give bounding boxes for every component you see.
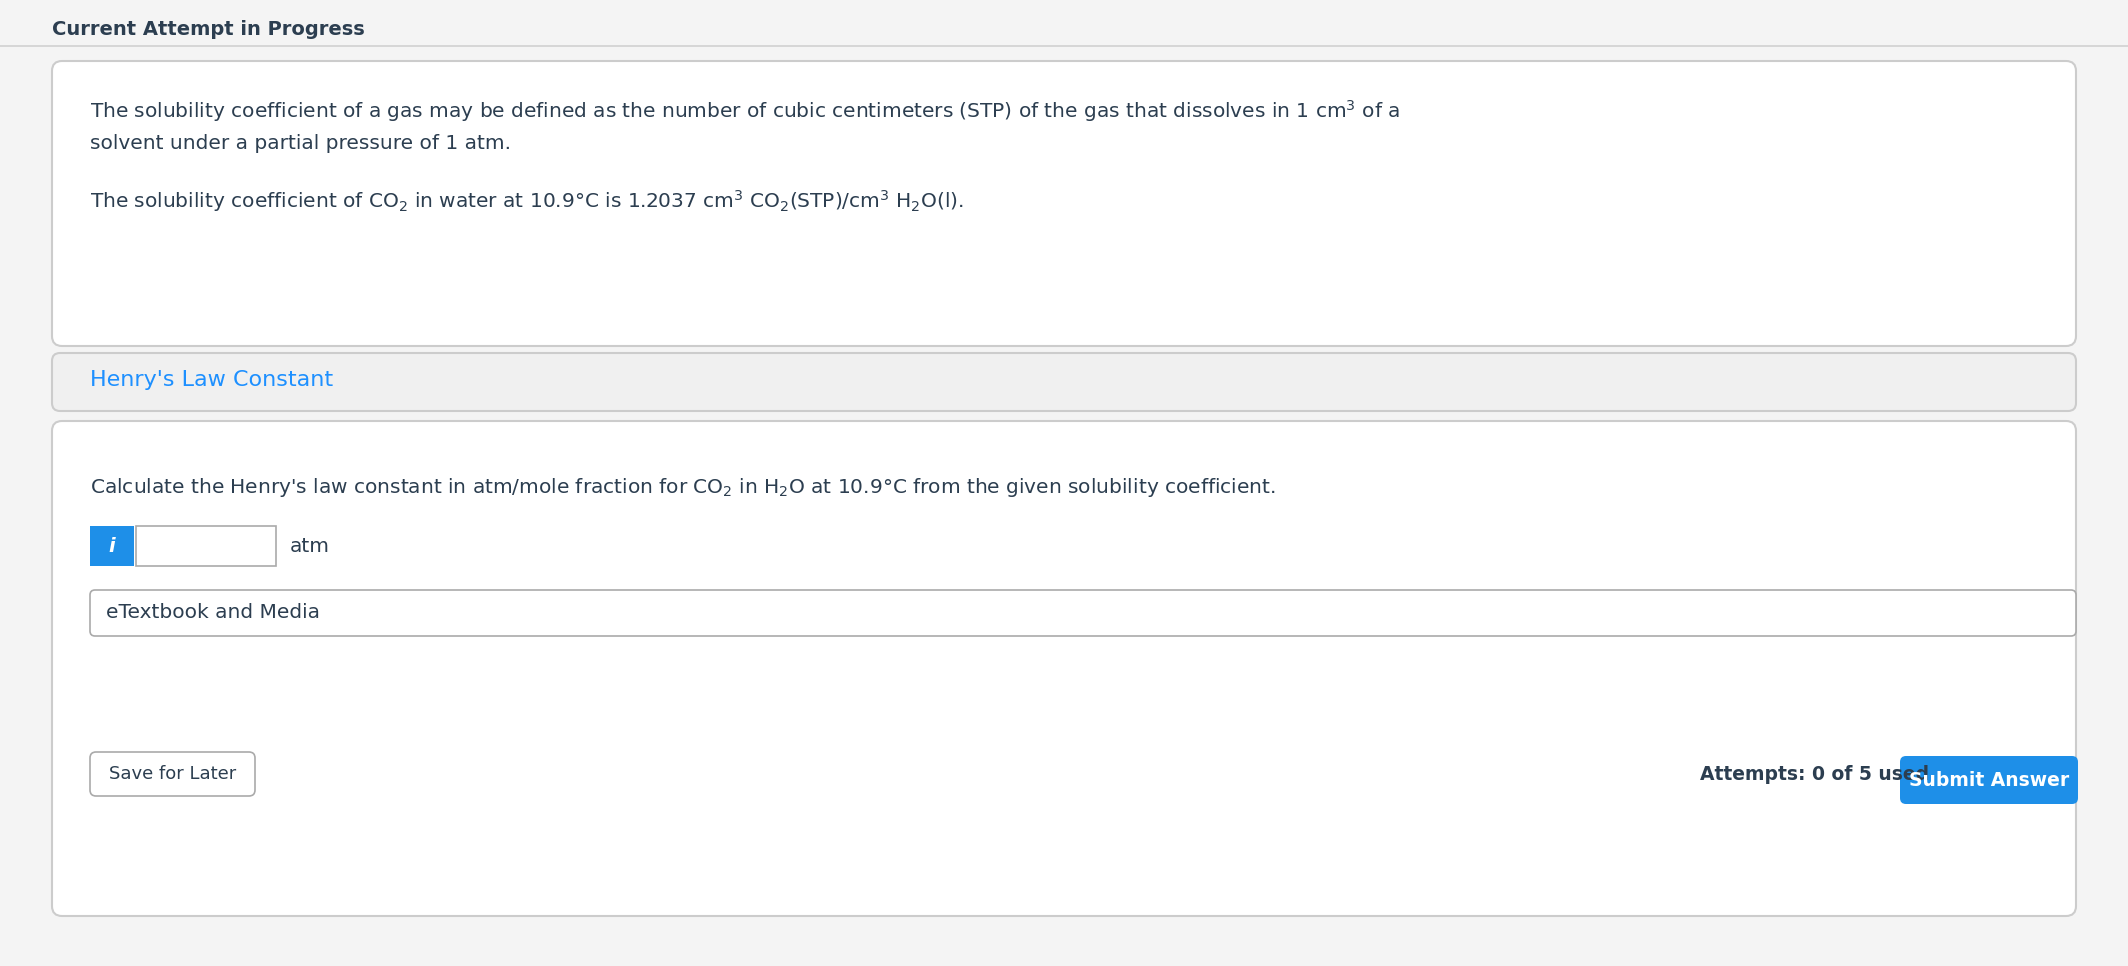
Text: Submit Answer: Submit Answer	[1909, 771, 2068, 789]
FancyBboxPatch shape	[51, 421, 2077, 916]
FancyBboxPatch shape	[89, 752, 255, 796]
FancyBboxPatch shape	[51, 353, 2077, 411]
Text: Attempts: 0 of 5 used: Attempts: 0 of 5 used	[1700, 764, 1930, 783]
Bar	[136, 526, 277, 566]
FancyBboxPatch shape	[89, 590, 2077, 636]
Text: Henry's Law Constant: Henry's Law Constant	[89, 370, 334, 390]
Text: The solubility coefficient of CO$_2$ in water at 10.9°C is 1.2037 cm$^3$ CO$_2$(: The solubility coefficient of CO$_2$ in …	[89, 188, 964, 213]
Text: Current Attempt in Progress: Current Attempt in Progress	[51, 20, 364, 39]
Text: The solubility coefficient of a gas may be defined as the number of cubic centim: The solubility coefficient of a gas may …	[89, 98, 1400, 124]
Text: solvent under a partial pressure of 1 atm.: solvent under a partial pressure of 1 at…	[89, 134, 511, 153]
FancyBboxPatch shape	[1900, 756, 2079, 804]
Text: eTextbook and Media: eTextbook and Media	[106, 604, 319, 622]
Text: Save for Later: Save for Later	[109, 765, 236, 783]
Bar	[89, 526, 134, 566]
Text: i: i	[109, 536, 115, 555]
Text: atm: atm	[289, 536, 330, 555]
Text: Calculate the Henry's law constant in atm/mole fraction for CO$_2$ in H$_2$O at : Calculate the Henry's law constant in at…	[89, 476, 1277, 499]
FancyBboxPatch shape	[51, 61, 2077, 346]
